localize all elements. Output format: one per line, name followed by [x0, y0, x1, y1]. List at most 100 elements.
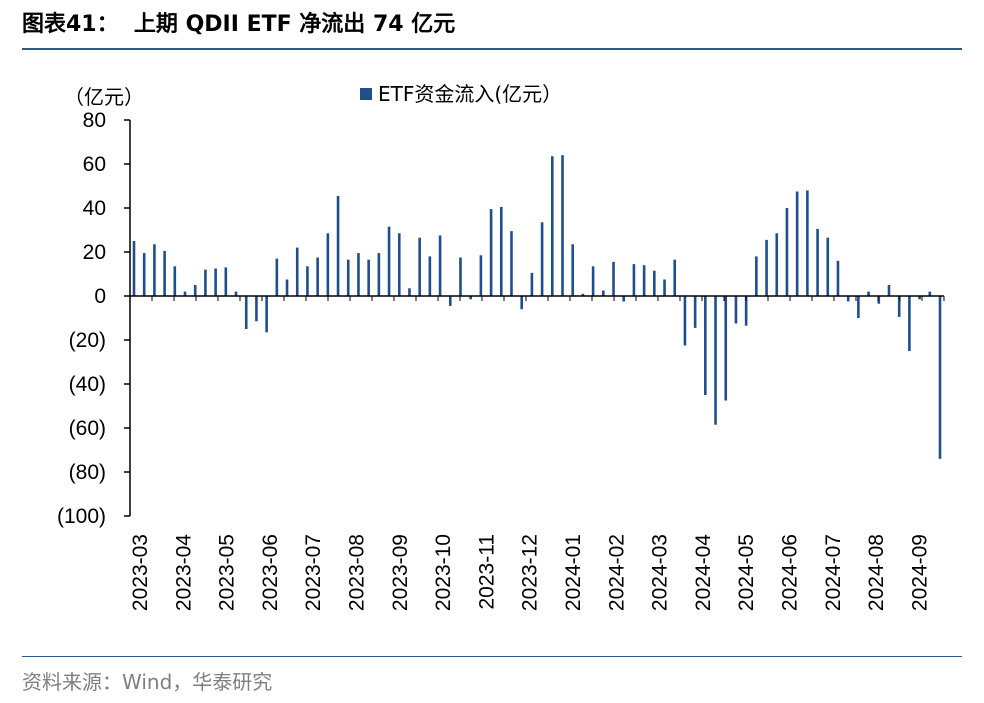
legend-label: ETF资金流入(亿元）	[378, 82, 562, 106]
x-tick-label: 2023-09	[389, 534, 412, 611]
bar	[387, 226, 391, 296]
bar	[489, 209, 493, 296]
bar-chart: （亿元） ETF资金流入(亿元） 80 60 40 20 0 (20) (40) (60) (8…	[57, 82, 945, 611]
bar	[540, 222, 544, 296]
x-tick-label: 2023-05	[216, 534, 239, 611]
bar	[867, 291, 870, 296]
legend-swatch	[360, 88, 372, 100]
bar	[285, 279, 289, 296]
bar	[775, 233, 779, 296]
bar	[908, 296, 911, 351]
bar	[265, 296, 268, 333]
bar	[459, 257, 462, 296]
x-tick-label: 2023-11	[475, 534, 498, 610]
x-tick-label: 2024-09	[908, 534, 931, 611]
x-tick-label: 2024-08	[865, 534, 888, 611]
x-tick-label: 2023-08	[346, 534, 369, 611]
bar	[438, 235, 442, 296]
bars	[132, 155, 942, 459]
bar	[663, 279, 666, 296]
x-axis: 2023-03 2023-04 2023-05 2023-06 2023-07 2023-…	[129, 295, 945, 611]
bar	[193, 285, 197, 296]
bar	[142, 253, 146, 296]
bar	[510, 231, 513, 296]
bar	[214, 268, 217, 296]
bar	[132, 241, 136, 296]
y-tick-label: 0	[94, 285, 106, 308]
bar	[897, 296, 901, 317]
bar	[234, 291, 238, 296]
bar	[397, 233, 401, 296]
source-note: 资料来源：Wind，华泰研究	[22, 670, 273, 694]
bar	[153, 244, 156, 296]
bar	[357, 253, 360, 296]
x-tick-label: 2023-06	[259, 534, 282, 611]
x-tick-label: 2024-01	[562, 534, 585, 611]
x-tick-label: 2024-03	[649, 534, 672, 611]
bar	[816, 228, 819, 296]
bar	[244, 296, 248, 329]
bar	[765, 239, 768, 296]
bar	[806, 190, 809, 296]
legend: ETF资金流入(亿元）	[360, 82, 562, 106]
bar	[795, 191, 799, 296]
x-tick-label: 2024-07	[822, 534, 845, 611]
x-tick-label: 2023-03	[129, 534, 152, 611]
bar	[326, 233, 330, 296]
bar	[163, 250, 166, 296]
bar	[836, 260, 840, 296]
bar	[857, 296, 860, 318]
x-tick-label: 2023-04	[172, 534, 195, 611]
bar	[632, 264, 636, 296]
bar	[551, 156, 554, 296]
bar	[683, 296, 687, 346]
bar	[316, 257, 319, 296]
bar	[928, 291, 932, 296]
x-tick-label: 2023-12	[519, 534, 542, 611]
bar	[448, 296, 452, 306]
bar	[173, 266, 177, 296]
bar	[918, 296, 921, 300]
figure-title: 图表41： 上期 QDII ETF 净流出 74 亿元	[22, 12, 456, 37]
bar	[826, 237, 830, 296]
bar	[499, 206, 503, 296]
bar	[306, 266, 309, 296]
bar	[224, 267, 228, 296]
bar	[785, 208, 789, 296]
y-axis: 80 60 40 20 0 (20) (40) (60) (80) (100)	[57, 109, 131, 528]
bar	[887, 285, 891, 296]
bar	[602, 290, 605, 296]
bar	[612, 261, 615, 296]
bar	[581, 293, 585, 296]
bar	[714, 296, 717, 425]
bar	[571, 244, 575, 296]
bar	[744, 296, 748, 326]
y-tick-label: 20	[83, 241, 106, 264]
x-tick-label: 2024-02	[605, 534, 628, 611]
bar	[734, 296, 738, 324]
bar	[183, 291, 187, 296]
bar	[755, 256, 758, 296]
bar	[295, 247, 299, 296]
bar	[275, 258, 279, 296]
y-tick-label: 40	[83, 197, 106, 220]
bar	[428, 256, 432, 296]
y-tick-label: 60	[83, 153, 106, 176]
bar	[673, 259, 677, 296]
bar	[367, 259, 370, 296]
bar	[377, 253, 381, 296]
bar	[530, 272, 534, 296]
y-tick-label: (40)	[69, 373, 106, 396]
x-tick-label: 2024-04	[692, 534, 715, 611]
y-tick-label: (60)	[69, 417, 106, 440]
bar	[704, 296, 707, 395]
x-tick-label: 2023-10	[432, 534, 455, 611]
bar	[346, 259, 350, 296]
title-rule	[22, 48, 962, 50]
bar	[653, 270, 656, 296]
bar	[724, 296, 728, 401]
bar	[408, 288, 411, 296]
x-tick-label: 2023-07	[302, 534, 325, 611]
bar	[846, 296, 850, 302]
y-tick-label: (100)	[57, 505, 106, 528]
